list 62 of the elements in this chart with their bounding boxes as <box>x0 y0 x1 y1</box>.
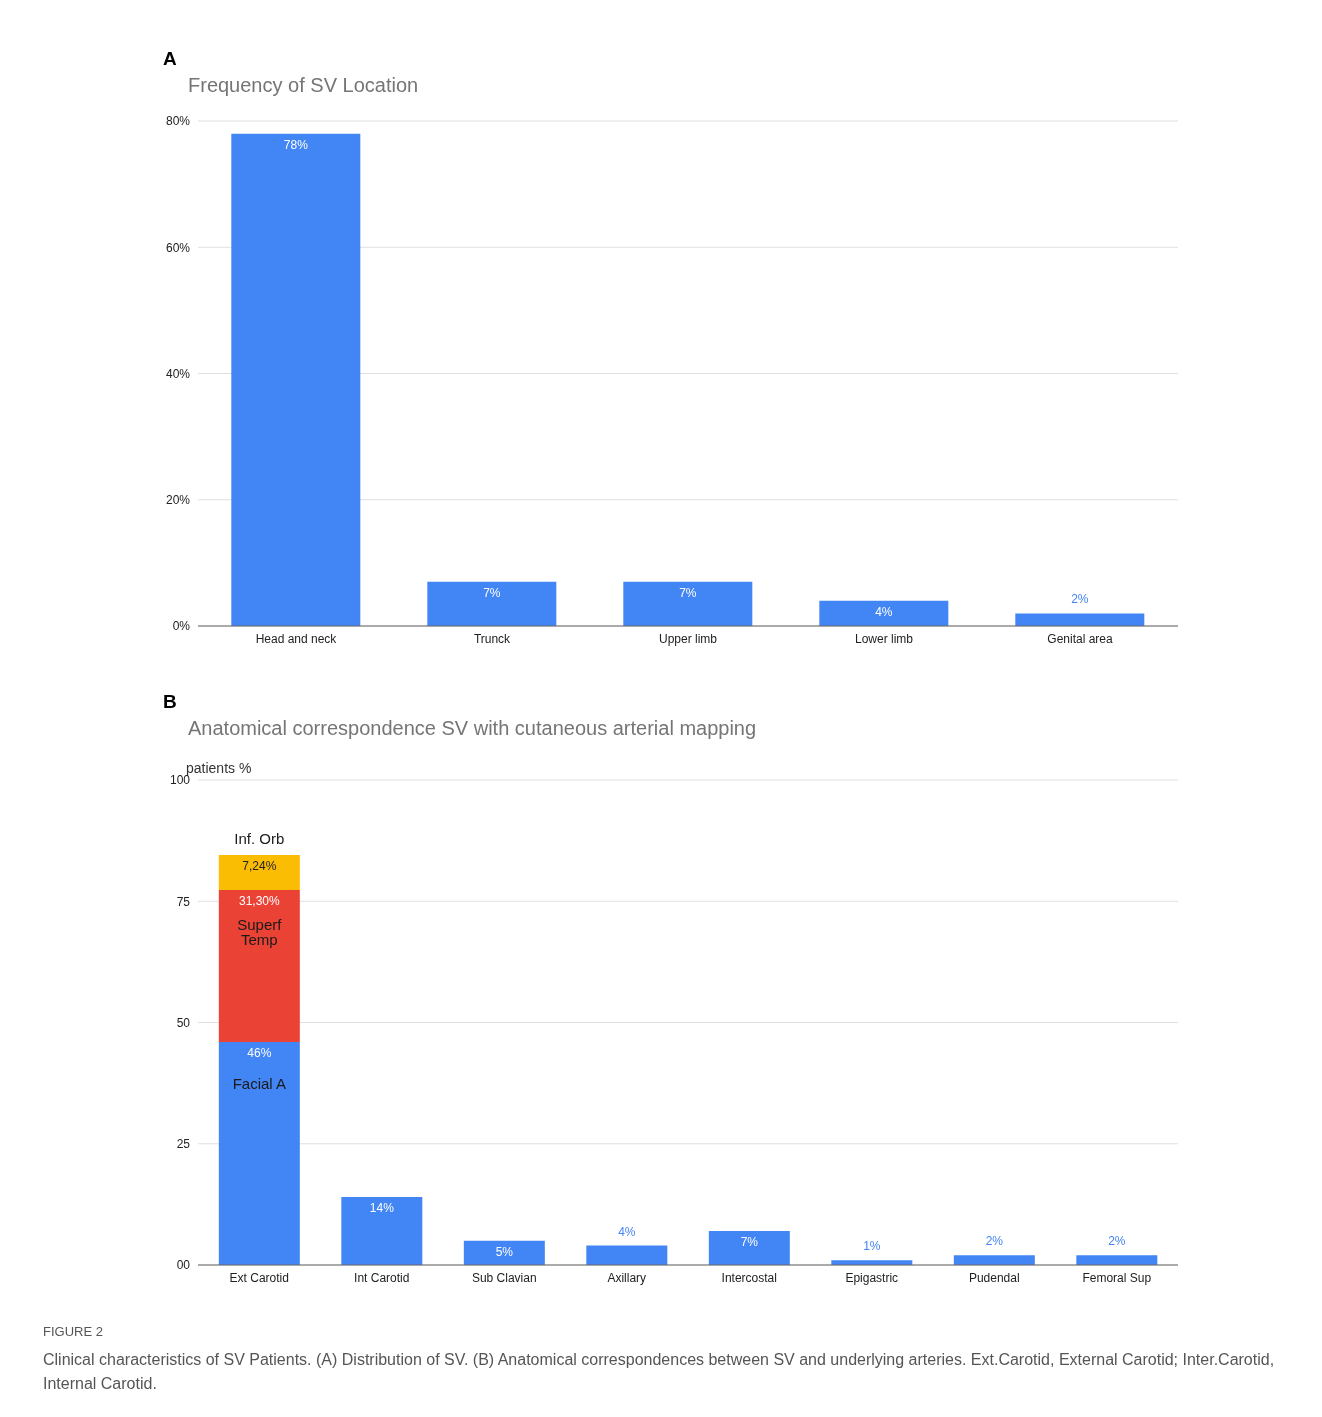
x-tick-label: Axillary <box>607 1270 647 1285</box>
chart-title: Frequency of SV Location <box>188 74 420 97</box>
y-axis-title: patients % <box>186 760 253 776</box>
bar <box>341 1197 423 1265</box>
bar <box>819 600 949 626</box>
y-tick-label: 100 <box>169 773 191 788</box>
x-tick-label: Epigastric <box>845 1270 899 1285</box>
x-tick-label: Intercostal <box>721 1270 777 1285</box>
data-label: 5% <box>495 1244 514 1259</box>
series-label: Inf. Orb <box>234 830 285 848</box>
bar <box>708 1231 790 1265</box>
data-label: 7,24% <box>242 858 277 873</box>
y-tick-label: 40% <box>165 366 191 381</box>
y-tick-label: 20% <box>165 493 191 508</box>
bar <box>427 581 557 626</box>
bar <box>463 1240 545 1265</box>
x-tick-label: Trunck <box>473 631 512 646</box>
data-label: 2% <box>1071 592 1089 607</box>
text: Clinical characteristics of SV Patients. (A) Distribution of SV. (B) Anatomical correspondences between SV and underlying arteries. Ext.Carotid, External Carotid; Inter.Carotid, Internal Carotid. <box>43 1350 1276 1394</box>
bar <box>586 1245 668 1265</box>
y-tick-label: 50 <box>176 1015 191 1030</box>
chart-title: Anatomical correspondence SV with cutaneous arterial mapping <box>188 717 758 740</box>
caption: FIGURE 2 <box>43 1323 104 1341</box>
data-label: 4% <box>875 604 893 619</box>
y-tick-label: 80% <box>165 114 191 129</box>
data-label: 7% <box>483 585 501 600</box>
y-tick-label: 25 <box>176 1137 191 1152</box>
data-label: 7% <box>740 1235 759 1250</box>
y-tick-label: 60% <box>165 240 191 255</box>
y-tick-label: 0% <box>172 619 191 634</box>
series-label: Facial A <box>232 1075 286 1093</box>
data-label: 2% <box>985 1234 1004 1249</box>
data-label: 46% <box>247 1045 272 1060</box>
x-tick-label: Lower limb <box>854 631 914 646</box>
data-label: 1% <box>863 1239 881 1254</box>
x-tick-label: Ext Carotid <box>229 1270 289 1285</box>
x-tick-label: Head and neck <box>255 631 338 646</box>
x-tick-label: Sub Clavian <box>471 1270 537 1285</box>
x-tick-label: Pudendal <box>968 1270 1020 1285</box>
x-tick-label: Int Carotid <box>354 1270 410 1285</box>
bar <box>953 1255 1035 1265</box>
text: A <box>163 48 178 71</box>
data-label: 2% <box>1108 1234 1126 1249</box>
data-label: 78% <box>283 137 309 152</box>
bar <box>218 1041 300 1265</box>
bar <box>218 890 300 1042</box>
bar <box>231 133 361 626</box>
y-tick-label: 00 <box>176 1258 191 1273</box>
data-label: 31,30% <box>238 894 280 909</box>
bar <box>1015 613 1145 626</box>
bar <box>218 854 300 891</box>
x-tick-label: Genital area <box>1047 631 1114 646</box>
data-label: 7% <box>679 585 697 600</box>
x-tick-label: Femoral Sup <box>1082 1270 1152 1285</box>
y-tick-label: 75 <box>176 894 191 909</box>
bar <box>623 581 753 626</box>
text: B <box>163 691 178 714</box>
series-label: Superf Temp <box>237 915 283 948</box>
data-label: 14% <box>369 1201 395 1216</box>
data-label: 4% <box>618 1224 636 1239</box>
bar <box>1076 1255 1158 1265</box>
x-tick-label: Upper limb <box>658 631 718 646</box>
